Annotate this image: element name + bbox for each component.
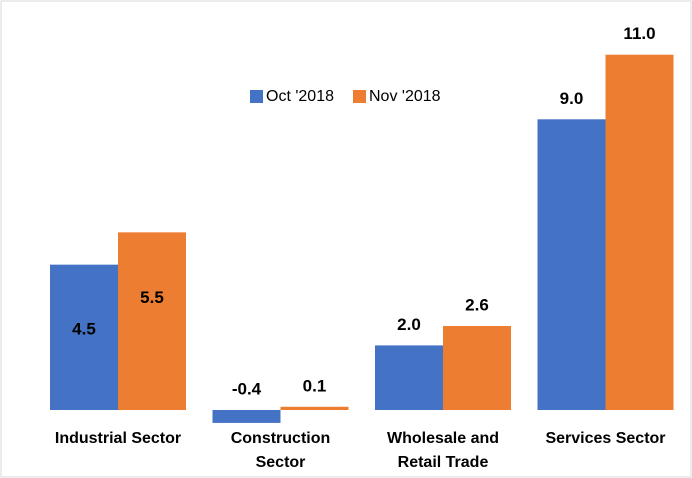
data-label: 2.0: [397, 315, 421, 334]
data-label: 5.5: [140, 288, 164, 307]
data-label: 4.5: [72, 320, 96, 339]
legend-label: Nov '2018: [369, 88, 441, 105]
data-label: 0.1: [303, 376, 327, 395]
x-tick-label: Services Sector: [545, 430, 666, 447]
legend-swatch: [250, 90, 263, 103]
x-tick-label: Industrial Sector: [54, 430, 182, 447]
data-label: 11.0: [623, 24, 655, 43]
bar: [443, 326, 511, 410]
bar: [605, 54, 674, 410]
x-tick-label: Wholesale and Retail Trade: [386, 430, 500, 471]
bar: [375, 345, 443, 410]
legend-swatch: [353, 90, 366, 103]
bar: [212, 410, 281, 423]
bar: [280, 406, 349, 410]
bar: [50, 264, 118, 410]
legend-label: Oct '2018: [266, 88, 334, 105]
bar: [118, 232, 186, 410]
x-tick-label: Construction Sector: [230, 430, 331, 471]
data-label: -0.4: [232, 379, 262, 398]
data-label: 2.6: [465, 296, 489, 315]
bar: [537, 119, 606, 411]
data-label: 9.0: [560, 89, 584, 108]
